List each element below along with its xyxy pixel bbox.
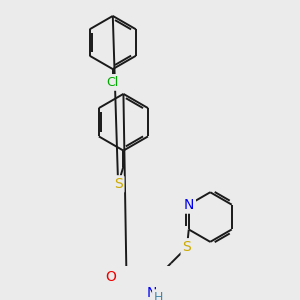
Text: N: N	[184, 198, 194, 212]
Text: S: S	[183, 240, 191, 254]
Text: H: H	[154, 291, 163, 300]
Text: N: N	[146, 286, 157, 300]
Text: S: S	[114, 177, 122, 191]
Text: O: O	[105, 270, 116, 284]
Text: Cl: Cl	[107, 76, 119, 89]
